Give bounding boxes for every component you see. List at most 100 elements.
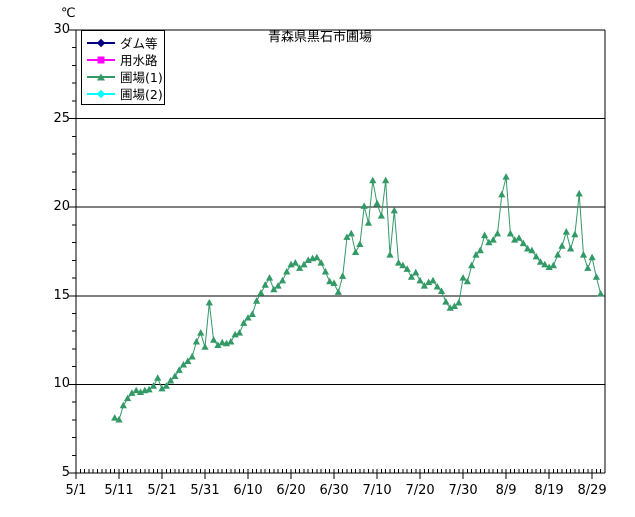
data-point-marker [231, 330, 239, 338]
data-point-marker [339, 272, 347, 279]
triangle-marker-icon [97, 73, 105, 80]
data-point-marker [291, 259, 299, 266]
data-point-marker [261, 281, 269, 288]
data-point-marker [394, 259, 403, 266]
data-point-marker [364, 219, 373, 226]
data-point-marker [566, 244, 575, 252]
data-point-marker [132, 386, 140, 394]
data-point-marker [420, 282, 428, 289]
data-point-marker [184, 357, 192, 364]
y-tick-label: 25 [53, 110, 70, 126]
square-marker-icon [97, 56, 105, 63]
data-point-marker [274, 282, 282, 289]
data-point-marker [480, 231, 489, 239]
data-point-marker [416, 276, 424, 284]
legend-line-sample [87, 89, 115, 98]
data-point-marker [446, 304, 454, 311]
data-point-marker [270, 285, 278, 293]
data-point-marker [248, 310, 256, 318]
data-point-marker [351, 248, 360, 255]
x-tick-label: 8/29 [577, 483, 607, 498]
x-tick-label: 6/30 [319, 483, 349, 498]
legend-label: 圃場(2) [120, 87, 163, 102]
x-tick-label: 6/20 [276, 483, 306, 498]
legend-line-sample [87, 73, 115, 80]
data-point-marker [304, 256, 312, 263]
data-point-marker [472, 251, 480, 258]
legend-item: ダム等 [82, 34, 164, 51]
diamond-marker-icon [96, 38, 106, 47]
diamond-marker-icon [96, 89, 106, 98]
data-point-marker [201, 343, 209, 350]
data-point-marker [317, 259, 325, 266]
data-point-marker [240, 319, 248, 326]
data-point-marker [218, 338, 226, 346]
data-point-marker [330, 279, 338, 286]
data-point-marker [437, 287, 446, 294]
data-point-marker [433, 282, 441, 290]
data-point-marker [119, 401, 127, 409]
data-point-marker [313, 253, 321, 261]
data-point-marker [115, 415, 123, 423]
y-tick-label: 10 [53, 376, 70, 392]
data-point-marker [149, 382, 158, 389]
data-point-marker [145, 385, 153, 393]
data-point-marker [412, 268, 420, 276]
data-point-marker [554, 251, 562, 258]
legend-label: 圃場(1) [120, 70, 163, 85]
legend-item: 用水路 [82, 51, 164, 68]
data-point-marker [214, 341, 222, 349]
x-tick-label: 5/21 [147, 483, 177, 498]
data-point-marker [579, 251, 588, 258]
data-point-marker [407, 273, 416, 280]
data-point-marker [373, 199, 381, 207]
data-point-marker [321, 267, 330, 275]
data-point-marker [549, 261, 557, 269]
y-tick-label: 15 [53, 287, 70, 303]
data-point-marker [545, 263, 553, 271]
data-point-marker [571, 230, 579, 238]
x-tick-label: 6/10 [233, 483, 263, 498]
data-point-marker [455, 298, 463, 306]
data-point-marker [171, 372, 179, 380]
data-point-marker [377, 212, 385, 219]
data-point-marker [343, 233, 351, 240]
data-point-marker [425, 278, 433, 286]
data-point-marker [124, 394, 132, 402]
data-point-marker [541, 260, 549, 268]
legend-line-sample [87, 38, 115, 47]
data-point-marker [369, 176, 377, 184]
data-point-marker [136, 388, 145, 395]
data-point-marker [235, 329, 244, 336]
data-point-marker [222, 339, 231, 347]
data-point-marker [558, 242, 566, 249]
data-point-marker [244, 313, 252, 321]
x-tick-label: 5/31 [190, 483, 220, 498]
data-point-marker [265, 274, 274, 281]
data-point-marker [334, 288, 342, 295]
data-point-marker [468, 261, 476, 269]
data-point-marker [356, 240, 364, 248]
data-point-marker [511, 235, 519, 243]
y-tick-label: 30 [53, 22, 70, 37]
chart-title: 青森県黒石市圃場 [267, 30, 372, 45]
data-point-marker [536, 258, 545, 265]
data-point-marker [489, 235, 497, 243]
series-line-圃場(1) [114, 176, 602, 421]
legend-label: 用水路 [120, 53, 158, 68]
legend-label: ダム等 [120, 36, 158, 51]
data-point-marker [210, 336, 218, 343]
data-point-marker [429, 276, 437, 284]
x-tick-label: 7/10 [362, 483, 392, 498]
data-point-marker [192, 337, 201, 345]
data-point-marker [162, 382, 170, 389]
data-point-marker [562, 228, 570, 235]
data-point-marker [158, 384, 166, 392]
x-tick-label: 8/9 [495, 483, 517, 498]
legend-item: 圃場(2) [82, 85, 164, 102]
data-point-marker [528, 246, 536, 254]
data-point-marker [278, 276, 287, 284]
data-point-marker [523, 244, 532, 252]
